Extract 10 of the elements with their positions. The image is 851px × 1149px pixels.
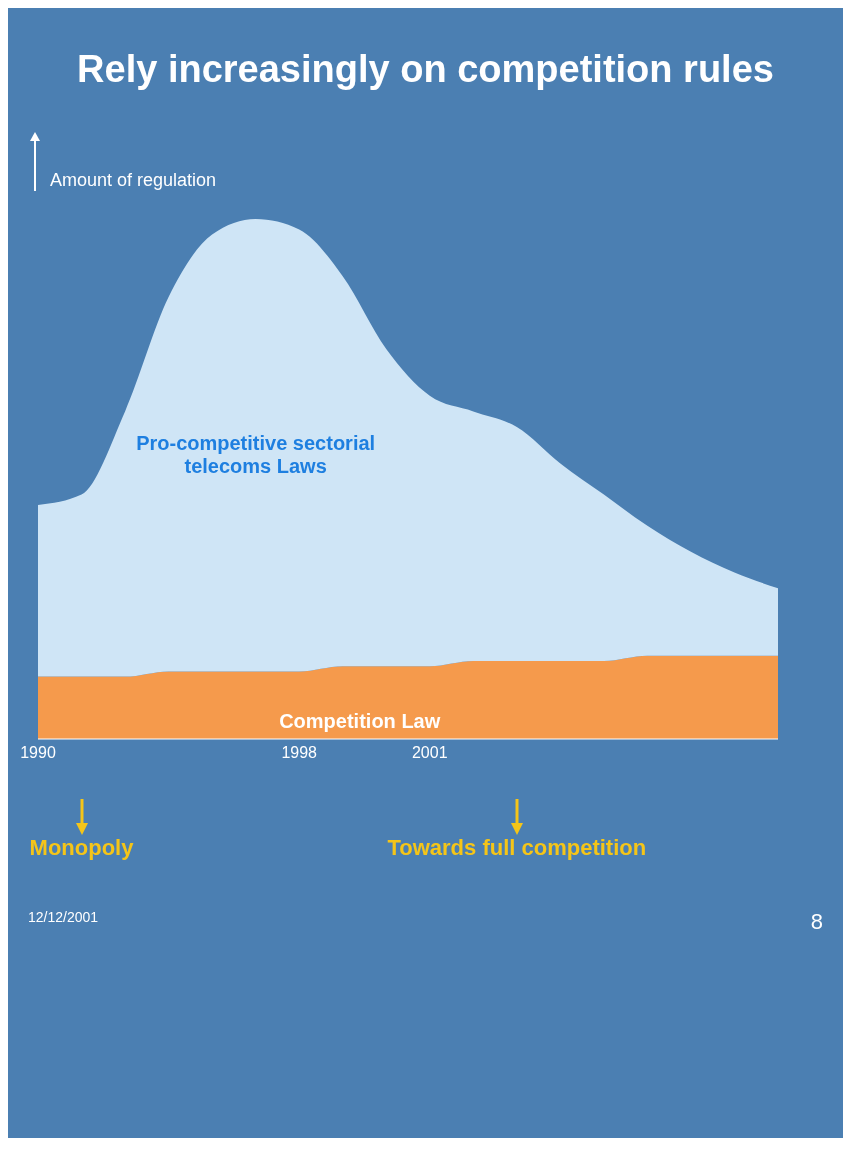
text: 12/12/2001: [28, 909, 99, 927]
text: 8: [810, 909, 823, 935]
text: Monopoly: [29, 835, 134, 861]
x-tick-label: 1990: [20, 744, 56, 762]
y-axis-title: Amount of regulation: [50, 170, 217, 191]
series-label: Pro-competitive sectorial telecoms Laws: [135, 432, 377, 479]
text: Towards full competition: [387, 835, 647, 861]
x-tick-label: 2001: [411, 744, 448, 762]
chart-title: Rely increasingly on competition rules: [76, 47, 775, 92]
x-tick-label: 1998: [281, 744, 318, 762]
